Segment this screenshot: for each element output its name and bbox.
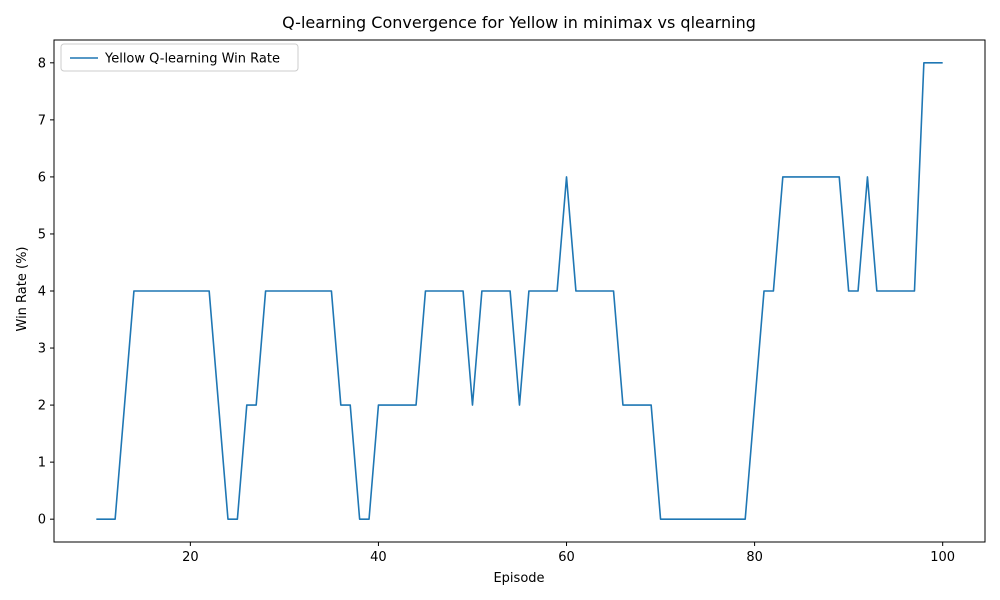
x-axis: 20 40 60 80 100	[182, 542, 955, 565]
x-tick-label: 40	[370, 550, 387, 565]
y-tick-label: 7	[38, 113, 46, 128]
y-tick-label: 5	[38, 227, 46, 242]
y-tick-label: 6	[38, 170, 46, 185]
y-tick-label: 2	[38, 399, 46, 414]
chart-title: Q-learning Convergence for Yellow in min…	[282, 13, 756, 32]
y-axis: 0 1 2 3 4 5 6 7 8	[38, 56, 54, 528]
x-tick-label: 100	[930, 550, 955, 565]
legend: Yellow Q-learning Win Rate	[60, 43, 299, 72]
legend-label: Yellow Q-learning Win Rate	[104, 52, 280, 67]
y-tick-label: 1	[38, 456, 46, 471]
plot-area	[53, 39, 986, 543]
x-axis-label: Episode	[493, 571, 544, 586]
y-tick-label: 4	[38, 285, 46, 300]
x-tick-label: 80	[746, 550, 763, 565]
x-tick-label: 20	[182, 550, 199, 565]
y-tick-label: 3	[38, 342, 46, 357]
legend-box	[60, 43, 299, 72]
y-tick-label: 0	[38, 513, 46, 528]
y-axis-label: Win Rate (%)	[15, 247, 30, 332]
y-tick-label: 8	[38, 56, 46, 71]
x-tick-label: 60	[558, 550, 575, 565]
series-line-0	[96, 62, 943, 520]
